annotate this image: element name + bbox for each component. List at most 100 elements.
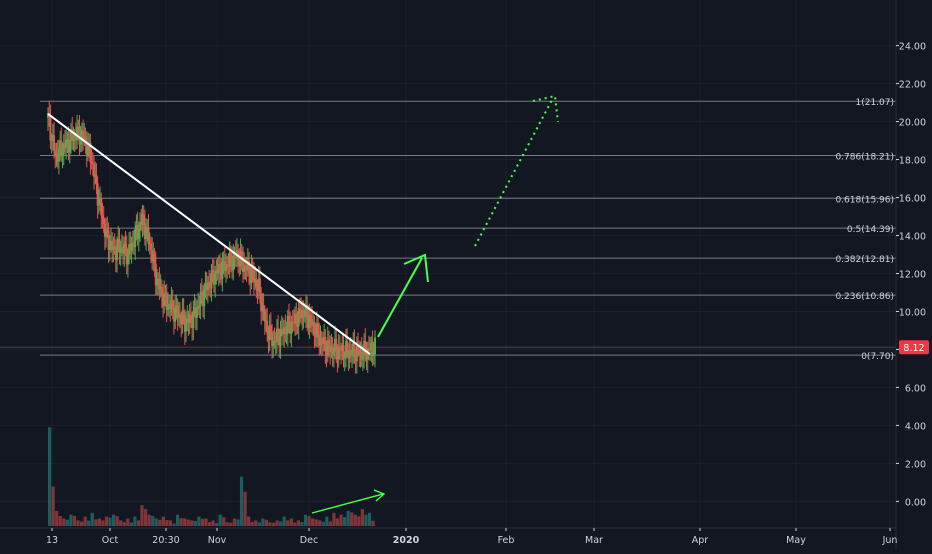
candle-body [78, 126, 81, 145]
candle-body [251, 267, 254, 271]
candle-body [370, 342, 373, 350]
candle-body [74, 134, 77, 141]
fib-level-label: 0.618(15.96) [835, 195, 894, 205]
candle-body [335, 338, 338, 352]
candle-body [125, 247, 128, 265]
candle-body [216, 270, 219, 274]
volume-bar [76, 520, 80, 526]
candle-body [346, 341, 349, 350]
candle-body [274, 341, 277, 343]
drawings[interactable] [47, 94, 559, 514]
candle-body [221, 261, 224, 280]
candle-body [175, 305, 178, 309]
candle-body [156, 281, 158, 286]
candle-body [146, 227, 149, 229]
fib-level-label: 0.5(14.39) [847, 225, 894, 235]
candle-body [139, 222, 142, 230]
time-tick-label: 20:30 [152, 535, 179, 546]
candle-body [275, 328, 278, 342]
volume-bar [172, 523, 176, 526]
candle-body [215, 270, 218, 274]
candle-body [358, 350, 361, 355]
volume-bar [268, 522, 272, 526]
candle-body [303, 316, 306, 318]
candle-body [118, 239, 121, 253]
volume-bar [161, 516, 165, 526]
volume-bar [243, 491, 247, 526]
candle-body [180, 318, 183, 325]
price-tick-label: 16.00 [899, 194, 926, 205]
candle-body [249, 272, 252, 283]
volume-bar [79, 521, 84, 526]
volume-bar [311, 518, 315, 526]
volume-bar [65, 519, 69, 526]
candle-body [296, 324, 299, 327]
volume-bar [48, 427, 52, 526]
candle-body [159, 287, 162, 290]
candle-body [168, 303, 171, 306]
candle-body [250, 267, 253, 283]
volume-bar [200, 518, 205, 526]
volume-bar [147, 514, 151, 526]
candle-body [204, 284, 207, 290]
candle-body [344, 341, 347, 358]
trend-line [47, 113, 371, 356]
candle-body [330, 347, 333, 353]
candle-body [97, 201, 100, 206]
candle-body [320, 338, 323, 344]
time-tick-label: Mar [585, 535, 603, 546]
candle-body [126, 254, 129, 265]
candle-body [128, 244, 131, 255]
candle-body [63, 143, 66, 148]
candle-body [217, 263, 220, 274]
time-tick-label: May [786, 535, 806, 546]
volume-bar [222, 517, 226, 526]
candle-body [371, 342, 374, 357]
volume-bar [133, 516, 137, 526]
volume-bar [247, 516, 251, 526]
volume-bar [154, 518, 158, 526]
volume-bar [126, 518, 130, 526]
candle-body [262, 305, 265, 312]
volume-bar [175, 514, 180, 526]
candle-body [68, 140, 71, 153]
fib-level-label: 0(7.70) [861, 352, 894, 362]
candle-body [182, 310, 185, 316]
candle-body [199, 291, 202, 307]
candle-body [83, 136, 86, 140]
volume-bar [364, 514, 368, 526]
candle-body [255, 279, 258, 288]
projection-arrowhead-solid [403, 253, 429, 283]
volume-bar [129, 522, 133, 526]
candle-body [295, 313, 298, 325]
projection-arrow-dotted [474, 97, 554, 247]
candle-body [313, 322, 316, 336]
volume-bar [122, 521, 126, 526]
candle-body [90, 162, 93, 164]
volume-bar [250, 521, 254, 526]
candle-body [365, 353, 368, 360]
volume-bar [332, 512, 336, 526]
candle-body [280, 328, 283, 330]
candle-body [142, 214, 145, 224]
candle-body [95, 174, 98, 184]
candle-body [361, 355, 364, 360]
candle-body [203, 289, 206, 307]
price-tick-label: 18.00 [899, 156, 926, 167]
candle-body [271, 332, 274, 346]
candle-body [59, 140, 62, 149]
candle-body [304, 304, 307, 317]
candle-body [360, 350, 363, 360]
fibonacci-retracement[interactable]: 1(21.07) 0.786(18.21) 0.618(15.96) 0.5(14.3… [0, 98, 896, 362]
volume-bar [279, 521, 283, 526]
candle-body [285, 333, 288, 335]
candle-body [337, 346, 340, 360]
candle-body [157, 278, 160, 282]
volume-bar [232, 518, 237, 526]
candle-body [160, 287, 163, 295]
volume-bar [183, 518, 187, 526]
candle-body [218, 263, 221, 272]
candle-body [212, 272, 215, 285]
